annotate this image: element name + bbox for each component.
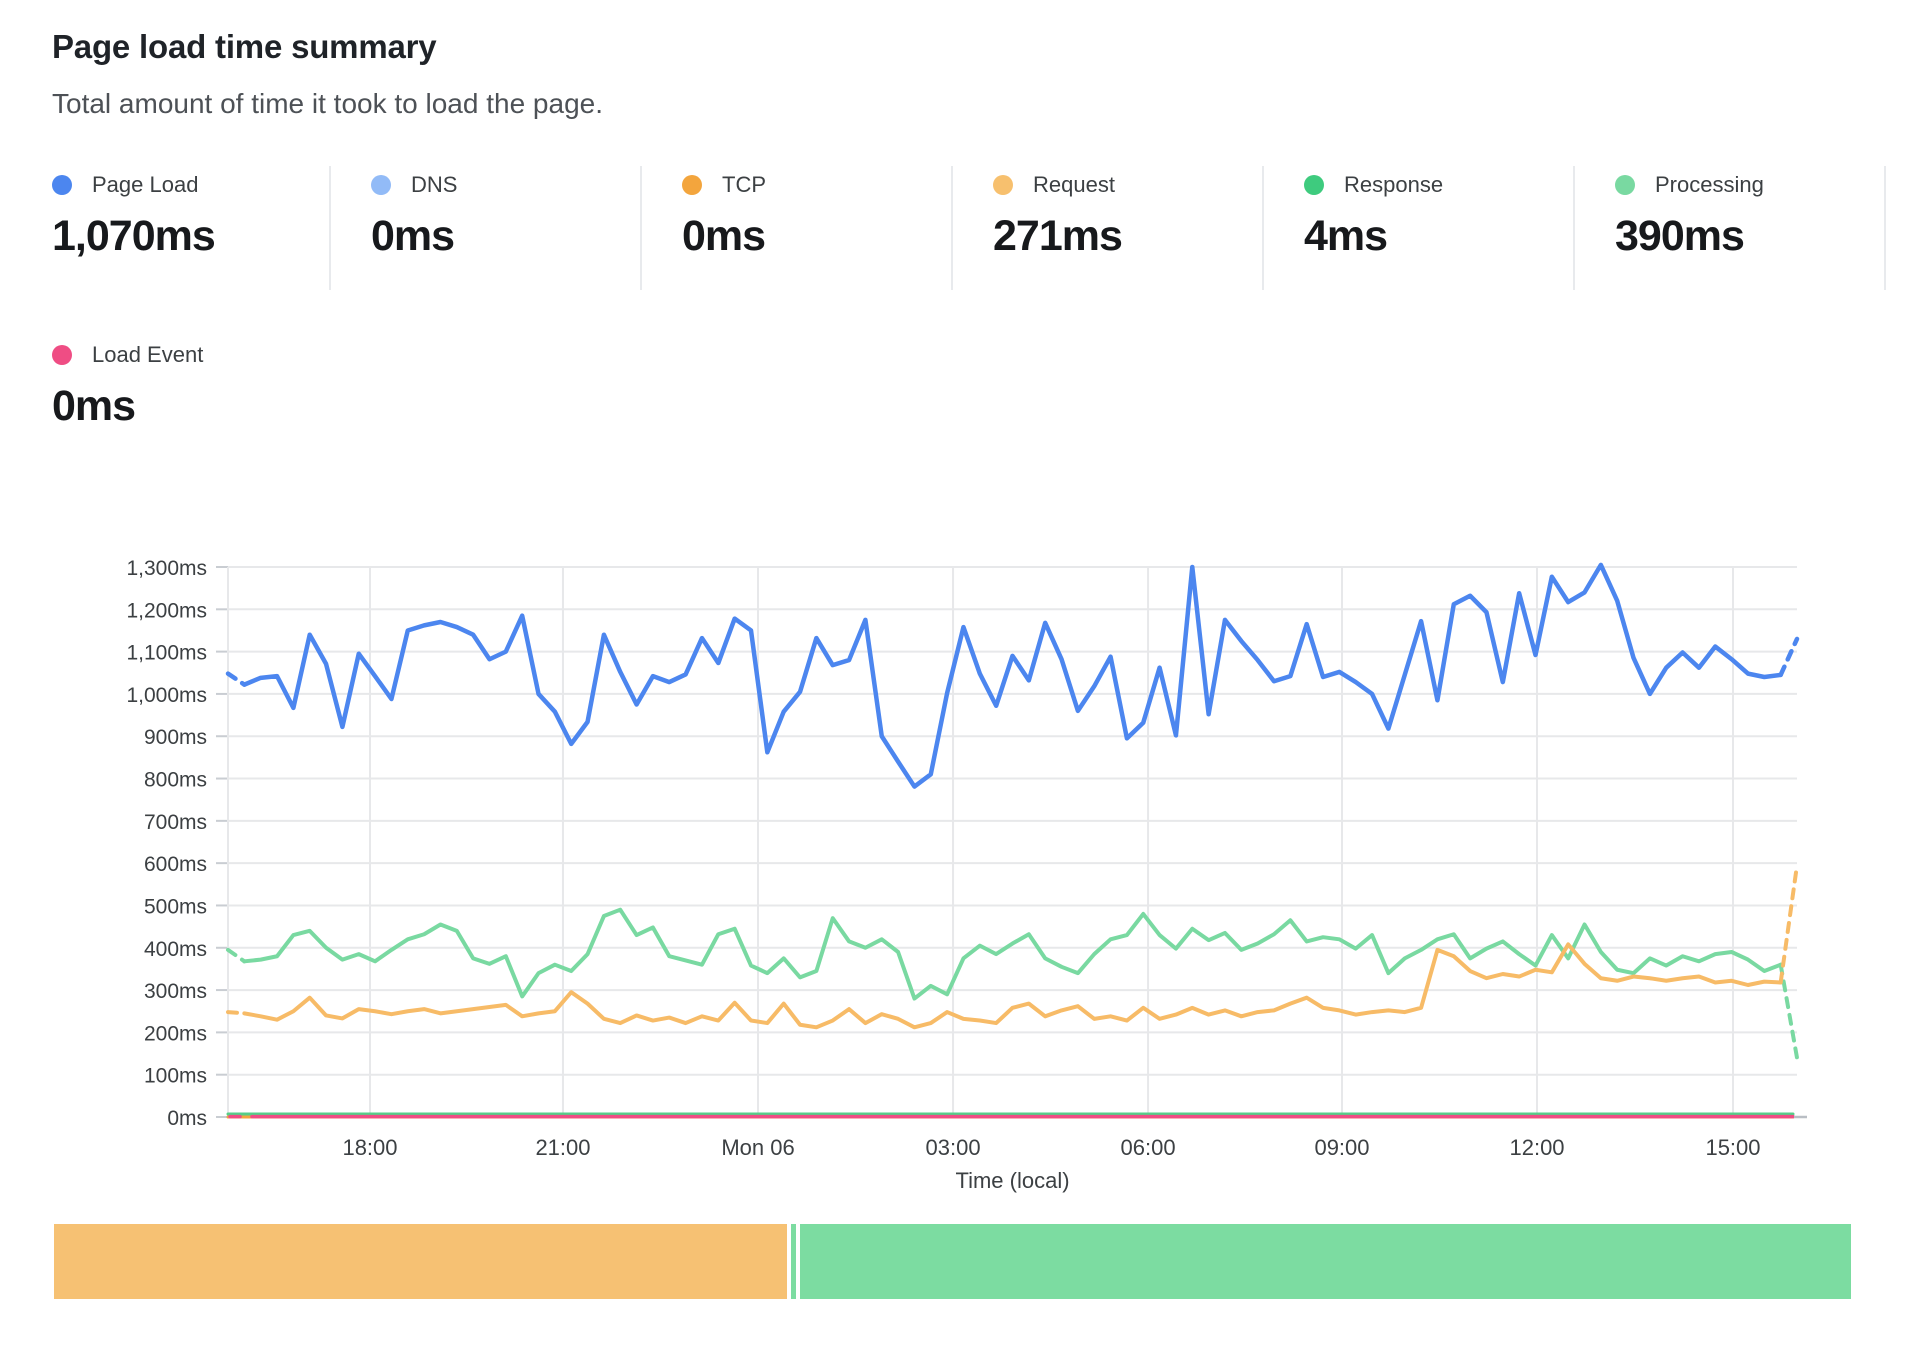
stat-label: Processing: [1655, 172, 1764, 197]
x-axis-label: 09:00: [1314, 1135, 1369, 1160]
dns-legend-dot: [371, 175, 391, 195]
stat-label: DNS: [411, 172, 458, 197]
request-legend-dot: [993, 175, 1013, 195]
y-axis-label: 1,000ms: [126, 684, 207, 707]
stat-tcp: TCP 0ms: [642, 166, 953, 290]
status-timeline-bar[interactable]: [54, 1224, 1854, 1299]
stat-label: Page Load: [92, 172, 199, 197]
y-axis-label: 200ms: [144, 1022, 207, 1045]
x-axis-label: Mon 06: [721, 1135, 794, 1160]
stat-value: 4ms: [1304, 212, 1388, 260]
x-axis-title: Time (local): [955, 1168, 1070, 1193]
response-legend-dot: [1304, 175, 1324, 195]
stat-dns: DNS 0ms: [331, 166, 642, 290]
series-dash-end-page_load: [1778, 636, 1800, 678]
y-axis-label: 1,100ms: [126, 642, 207, 665]
load-event-legend-dot: [52, 345, 72, 365]
x-axis-label: 18:00: [342, 1135, 397, 1160]
page-load-legend-dot: [52, 175, 72, 195]
series-dash-end-request: [1778, 863, 1799, 985]
y-axis-label: 400ms: [144, 938, 207, 961]
stat-load-event: Load Event 0ms: [52, 336, 203, 431]
stat-value: 271ms: [993, 212, 1123, 260]
timeline-segment-operational[interactable]: [799, 1224, 1852, 1299]
y-axis-label: 600ms: [144, 853, 207, 876]
series-dash-start-page_load: [225, 671, 247, 687]
y-axis-label: 500ms: [144, 895, 207, 918]
series-line-processing: [242, 907, 1783, 1001]
stat-response: Response 4ms: [1264, 166, 1575, 290]
stat-page-load: Page Load 1,070ms: [52, 166, 331, 290]
y-axis-label: 900ms: [144, 726, 207, 749]
processing-legend-dot: [1615, 175, 1635, 195]
stat-label: Load Event: [92, 342, 204, 367]
page-title: Page load time summary: [52, 28, 437, 65]
y-axis-label: 300ms: [144, 980, 207, 1003]
y-axis-label: 800ms: [144, 769, 207, 792]
y-axis-label: 100ms: [144, 1065, 207, 1088]
series-dash-end-processing: [1778, 962, 1799, 1060]
stat-value: 0ms: [371, 212, 455, 260]
stat-value: 1,070ms: [52, 212, 216, 260]
x-axis-label: 06:00: [1121, 1135, 1176, 1160]
stats-row-2: Load Event 0ms: [52, 336, 203, 431]
stat-label: TCP: [722, 172, 766, 197]
stat-request: Request 271ms: [953, 166, 1264, 290]
x-axis-label: 03:00: [926, 1135, 981, 1160]
series-line-page_load: [242, 562, 1783, 789]
x-axis-label: 15:00: [1705, 1135, 1760, 1160]
y-axis-label: 1,300ms: [126, 557, 207, 580]
timeline-segment-operational[interactable]: [790, 1224, 796, 1299]
timeline-segment-degraded[interactable]: [54, 1224, 787, 1299]
stat-label: Request: [1033, 172, 1115, 197]
series-dash-start-request: [226, 1010, 247, 1016]
latency-line-chart[interactable]: 1,300ms 1,200ms 1,100ms 1,000ms 900ms 800ms 70…: [0, 510, 1910, 1270]
y-axis-label: 700ms: [144, 811, 207, 834]
series-line-request: [242, 942, 1783, 1030]
stat-value: 0ms: [52, 382, 136, 430]
chart-canvas[interactable]: 1,300ms 1,200ms 1,100ms 1,000ms 900ms 800ms 70…: [0, 510, 1910, 1270]
stat-value: 390ms: [1615, 212, 1745, 260]
x-axis-label: 12:00: [1509, 1135, 1564, 1160]
stat-label: Response: [1344, 172, 1444, 197]
tcp-legend-dot: [682, 175, 702, 195]
series-dash-start-processing: [226, 947, 247, 964]
y-axis-label: 0ms: [167, 1107, 207, 1130]
stat-value: 0ms: [682, 212, 766, 260]
y-axis-label: 1,200ms: [126, 599, 207, 622]
page-subtitle: Total amount of time it took to load the…: [52, 88, 604, 119]
stat-processing: Processing 390ms: [1575, 166, 1886, 290]
stats-row: Page Load 1,070ms DNS 0ms TCP 0ms Reques…: [52, 166, 1886, 290]
x-axis-label: 21:00: [535, 1135, 590, 1160]
